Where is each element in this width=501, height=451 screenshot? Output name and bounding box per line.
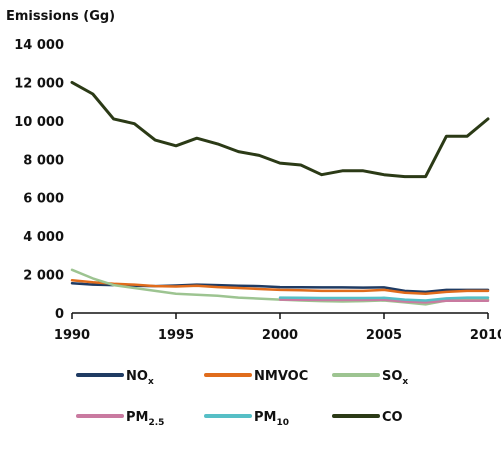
legend-item-pm10: PM10 [204, 410, 289, 428]
y-tick-label: 4 000 [23, 230, 64, 245]
y-tick-label: 10 000 [14, 115, 64, 130]
series-line-nmvoc [70, 279, 490, 296]
x-tick-label: 2005 [366, 328, 402, 343]
legend-item-sox: SOx [332, 369, 408, 387]
x-tick-label: 1995 [158, 328, 194, 343]
legend-label: NOx [126, 369, 154, 387]
y-tick-label: 14 000 [14, 38, 64, 53]
axis-layer: 0 2 000 4 000 6 000 8 000 10 000 12 000 14 000 1… [14, 38, 501, 343]
x-tick-label: 1990 [54, 328, 90, 343]
legend-item-nmvoc: NMVOC [204, 369, 308, 384]
y-tick-label: 8 000 [23, 153, 64, 168]
legend-label: SOx [382, 369, 408, 387]
x-tick-label: 2000 [262, 328, 298, 343]
series-layer [70, 80, 490, 306]
y-tick-label: 0 [55, 307, 64, 322]
legend-item-co: CO [332, 410, 403, 425]
y-tick-label: 6 000 [23, 192, 64, 207]
legend-label: PM2.5 [126, 410, 164, 428]
legend: NOx NMVOC SOx PM2.5 PM10 CO [76, 369, 408, 428]
y-axis-label: Emissions (Gg) [6, 9, 115, 24]
legend-item-pm25: PM2.5 [76, 410, 164, 428]
series-line-pm25 [278, 298, 490, 304]
legend-label: PM10 [254, 410, 289, 428]
legend-item-nox: NOx [76, 369, 154, 387]
x-tick-label: 2010 [470, 328, 501, 343]
series-line-pm10 [278, 296, 490, 302]
legend-label: CO [382, 410, 403, 425]
legend-label: NMVOC [254, 369, 308, 384]
y-tick-label: 2 000 [23, 269, 64, 284]
y-tick-label: 12 000 [14, 76, 64, 91]
series-line-co [70, 80, 490, 179]
